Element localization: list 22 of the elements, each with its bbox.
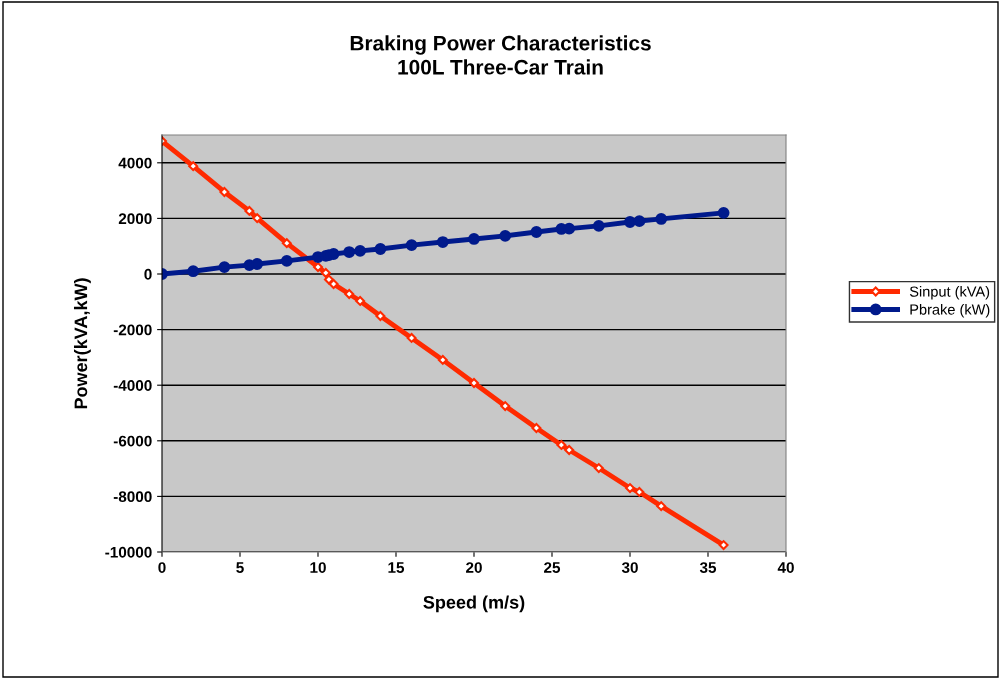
x-tick-label: 25 [544, 562, 561, 573]
x-tick-label: 40 [777, 562, 794, 573]
y-tick-label: 0 [144, 268, 152, 280]
x-tick-label: 35 [699, 562, 717, 573]
y-axis-title: Power(kVA,kW) [73, 278, 91, 409]
x-tick-label: 10 [310, 562, 326, 573]
x-tick-label: 5 [236, 562, 244, 573]
y-tick-label: 4000 [118, 157, 152, 169]
y-tick-label: -10000 [105, 546, 152, 558]
x-tick-label: 15 [388, 562, 405, 573]
legend-label: Sinput (kVA) [909, 286, 990, 300]
x-tick-label: 0 [158, 562, 166, 573]
legend-label: Pbrake (kW) [910, 303, 990, 318]
y-tick-label: 2000 [118, 213, 152, 225]
x-tick-label: 30 [621, 562, 638, 573]
chart-title: Braking Power Characteristics 100L Three-Car Train [350, 35, 651, 75]
y-tick-label: -8000 [113, 491, 152, 503]
x-tick-label: 20 [466, 562, 482, 573]
y-tick-label: -6000 [113, 435, 152, 447]
x-axis-title: Speed (m/s) [423, 595, 525, 613]
y-tick-label: -4000 [113, 380, 152, 391]
y-tick-label: -2000 [113, 324, 152, 336]
